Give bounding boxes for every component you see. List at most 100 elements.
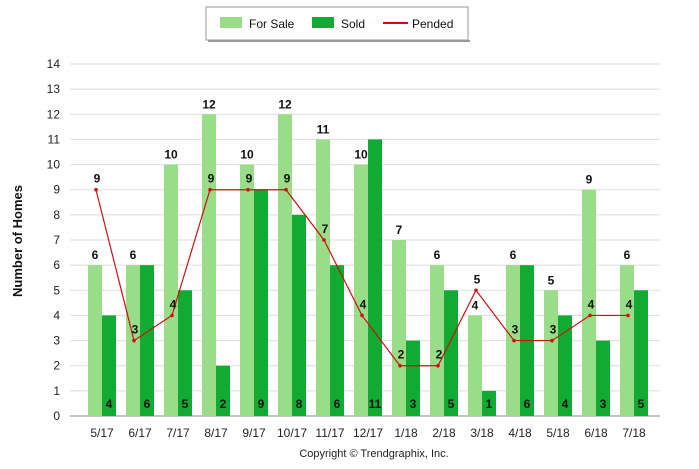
y-tick-label: 10 [47, 158, 61, 172]
pended-point [246, 187, 250, 192]
pended-point [132, 338, 136, 343]
data-label-for-sale: 11 [317, 122, 330, 136]
data-label-sold: 11 [369, 397, 382, 411]
data-label-pended: 5 [474, 272, 481, 286]
x-tick-label: 6/17 [128, 426, 152, 440]
bar-for-sale [202, 114, 216, 417]
data-label-for-sale: 6 [624, 248, 631, 262]
x-tick-label: 2/18 [432, 426, 456, 440]
data-label-pended: 3 [132, 323, 139, 337]
data-label-pended: 4 [626, 297, 633, 311]
y-tick-label: 11 [48, 132, 61, 146]
x-tick-label: 5/18 [546, 426, 570, 440]
pended-point [208, 187, 212, 192]
pended-point [436, 363, 440, 368]
data-label-sold: 6 [524, 397, 531, 411]
data-label-pended: 3 [550, 323, 557, 337]
legend-label: Sold [341, 17, 365, 31]
data-label-sold: 5 [448, 397, 455, 411]
x-tick-label: 7/17 [166, 426, 190, 440]
bar-sold [140, 265, 154, 416]
bar-for-sale [240, 164, 254, 416]
data-labels: 6 4 6 6 10 5 12 2 10 9 12 8 11 6 10 11 7 3 6 5 4 1 6 6 5 4 9 3 6 5 9 3 4… [92, 97, 645, 411]
y-tick-label: 5 [53, 283, 60, 297]
data-label-for-sale: 10 [164, 148, 178, 162]
bar-sold [482, 390, 496, 416]
bar-for-sale [392, 240, 406, 416]
data-label-pended: 2 [398, 348, 405, 362]
data-label-for-sale: 12 [202, 97, 216, 111]
pended-point [512, 338, 516, 343]
data-label-sold: 3 [410, 397, 417, 411]
bar-sold [292, 214, 306, 416]
copyright: Copyright © Trendgraphix, Inc. [299, 448, 448, 460]
y-tick-label: 13 [47, 82, 61, 96]
x-tick-label: 12/17 [353, 426, 383, 440]
legend-label: Pended [412, 17, 453, 31]
pended-point [398, 363, 402, 368]
data-label-pended: 9 [94, 172, 101, 186]
y-tick-label: 7 [53, 233, 60, 247]
y-tick-label: 14 [47, 57, 61, 71]
pended-point [94, 187, 98, 192]
data-label-pended: 9 [208, 172, 215, 186]
y-axis-label: Number of Homes [10, 185, 25, 297]
bar-for-sale [88, 265, 102, 416]
data-label-for-sale: 10 [354, 148, 368, 162]
y-tick-label: 3 [53, 334, 60, 348]
bars [88, 114, 648, 417]
data-label-sold: 4 [106, 397, 113, 411]
x-tick-label: 10/17 [277, 426, 307, 440]
x-tick-label: 7/18 [622, 426, 646, 440]
data-label-sold: 4 [562, 397, 569, 411]
y-tick-label: 6 [53, 258, 60, 272]
legend-swatch [220, 17, 242, 28]
data-label-pended: 2 [436, 348, 443, 362]
data-label-for-sale: 5 [548, 273, 555, 287]
y-tick-label: 2 [53, 359, 60, 373]
data-label-sold: 9 [258, 397, 265, 411]
legend-box-shadow [208, 40, 470, 42]
x-tick-label: 5/17 [90, 426, 114, 440]
bar-for-sale [544, 290, 558, 416]
pended-point [284, 187, 288, 192]
data-label-pended: 4 [170, 297, 177, 311]
pended-point [588, 313, 592, 318]
bar-sold [558, 315, 572, 416]
data-label-pended: 9 [284, 172, 291, 186]
data-label-for-sale: 10 [240, 148, 254, 162]
data-label-pended: 9 [246, 172, 253, 186]
pended-point [550, 338, 554, 343]
y-tick-label: 9 [53, 183, 60, 197]
y-tick-label: 4 [53, 308, 60, 322]
data-label-pended: 3 [512, 323, 519, 337]
legend: For Sale Sold Pended [205, 6, 470, 42]
x-axis-tick-labels: 5/17 6/17 7/17 8/17 9/17 10/17 11/17 12/17 1/18 2… [90, 426, 646, 440]
data-label-pended: 7 [322, 222, 329, 236]
bar-sold [444, 290, 458, 416]
x-tick-label: 9/17 [242, 426, 266, 440]
bar-sold [634, 290, 648, 416]
bar-sold [596, 340, 610, 416]
data-label-sold: 6 [334, 397, 341, 411]
data-label-for-sale: 6 [510, 248, 517, 262]
data-label-sold: 1 [486, 397, 493, 411]
bar-for-sale [278, 114, 292, 417]
x-tick-label: 11/17 [315, 426, 344, 440]
data-label-sold: 8 [296, 397, 303, 411]
y-tick-label: 12 [47, 107, 61, 121]
data-label-pended: 4 [588, 297, 595, 311]
data-label-for-sale: 9 [586, 173, 593, 187]
data-label-for-sale: 6 [92, 248, 99, 262]
data-label-for-sale: 7 [396, 223, 403, 237]
data-label-for-sale: 12 [278, 97, 292, 111]
x-tick-label: 1/18 [394, 426, 418, 440]
data-label-sold: 5 [182, 397, 189, 411]
bar-sold [254, 189, 268, 416]
bar-for-sale [620, 265, 634, 416]
x-tick-label: 8/17 [204, 426, 228, 440]
bar-sold [102, 315, 116, 416]
y-tick-label: 8 [53, 208, 60, 222]
